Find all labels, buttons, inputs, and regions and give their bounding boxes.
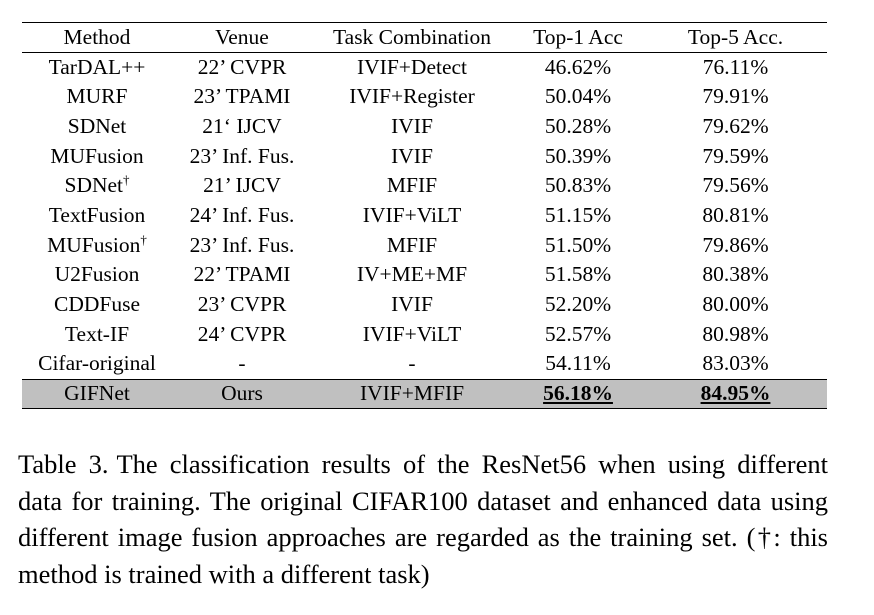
- cell-top5: 79.59%: [702, 143, 769, 168]
- cell-top1: 50.04%: [544, 84, 612, 109]
- cell-task: IVIF: [391, 113, 433, 138]
- method-name: MURF: [66, 84, 128, 109]
- cell-top1: 51.15%: [544, 203, 612, 228]
- cell-task: IVIF: [391, 143, 433, 168]
- method-name: SDNet: [64, 173, 124, 198]
- cell-task: MFIF: [386, 173, 438, 198]
- header-top1-acc: Top-1 Acc: [512, 22, 644, 53]
- cell-task: MFIF: [386, 232, 438, 257]
- method-name: U2Fusion: [54, 262, 140, 287]
- cell-top5: 79.91%: [702, 84, 769, 109]
- results-table: Method Venue Task Combination Top-1 Acc …: [22, 22, 827, 410]
- cell-top1: 52.20%: [544, 292, 612, 317]
- cell-top1: 50.39%: [544, 143, 612, 168]
- cell-top5: 80.00%: [702, 292, 769, 317]
- cell-task: -: [408, 351, 416, 376]
- cell-top5: 80.81%: [702, 203, 769, 228]
- header-task-combination: Task Combination: [312, 22, 512, 53]
- cell-method: MUFusion: [22, 142, 172, 172]
- table-row: Text-IF 24’ CVPR IVIF+ViLT 52.57% 80.98%: [22, 320, 827, 350]
- cell-top5: 76.11%: [702, 54, 769, 79]
- cell-method: Cifar-original: [22, 349, 172, 379]
- cell-task: IVIF+Register: [349, 84, 475, 109]
- cell-venue: 21‘ IJCV: [202, 113, 282, 138]
- cell-top1: 51.50%: [544, 232, 612, 257]
- cell-top5: 79.56%: [702, 173, 769, 198]
- cell-venue: 22’ CVPR: [197, 54, 287, 79]
- method-name: GIFNet: [64, 381, 130, 406]
- table-row: Cifar-original - - 54.11% 83.03%: [22, 349, 827, 379]
- cell-top1: 56.18%: [512, 379, 644, 410]
- method-name: Text-IF: [64, 321, 130, 346]
- cell-venue: 21’ IJCV: [203, 173, 281, 198]
- best-value: 84.95%: [700, 381, 771, 406]
- cell-top5: 80.98%: [702, 321, 769, 346]
- table-row: MUFusion† 23’ Inf. Fus. MFIF 51.50% 79.86%: [22, 231, 827, 261]
- cell-venue: 23’ TPAMI: [193, 84, 291, 109]
- table-row: GIFNet Ours IVIF+MFIF 56.18% 84.95%: [22, 379, 827, 410]
- cell-top1: 50.83%: [544, 173, 612, 198]
- header-method: Method: [22, 22, 172, 53]
- cell-top5: 80.38%: [702, 262, 769, 287]
- cell-top5: 79.86%: [702, 232, 769, 257]
- cell-task: IVIF+MFIF: [312, 379, 512, 410]
- cell-task: IVIF+ViLT: [362, 203, 462, 228]
- cell-venue: 24’ Inf. Fus.: [189, 203, 295, 228]
- method-name: MUFusion: [47, 232, 141, 257]
- cell-top1: 54.11%: [545, 351, 611, 376]
- cell-top1: 50.28%: [544, 113, 612, 138]
- cell-venue: 22’ TPAMI: [193, 262, 291, 287]
- method-name: TarDAL++: [48, 54, 146, 79]
- cell-top5: 83.03%: [702, 351, 769, 376]
- method-name: SDNet: [67, 113, 127, 138]
- caption-label: Table 3.: [18, 449, 109, 479]
- cell-method: CDDFuse: [22, 290, 172, 320]
- cell-method: U2Fusion: [22, 260, 172, 290]
- cell-venue: -: [238, 351, 246, 376]
- method-name: TextFusion: [48, 203, 146, 228]
- dagger-mark: †: [140, 231, 147, 247]
- table-row: MURF 23’ TPAMI IVIF+Register 50.04% 79.91%: [22, 82, 827, 112]
- table-row: CDDFuse 23’ CVPR IVIF 52.20% 80.00%: [22, 290, 827, 320]
- table-row: U2Fusion 22’ TPAMI IV+ME+MF 51.58% 80.38%: [22, 260, 827, 290]
- cell-task: IVIF+Detect: [356, 54, 468, 79]
- table-row: TarDAL++ 22’ CVPR IVIF+Detect 46.62% 76.11%: [22, 53, 827, 83]
- cell-method: TarDAL++: [22, 53, 172, 83]
- header-top5-acc: Top-5 Acc.: [644, 22, 827, 53]
- table-body: TarDAL++ 22’ CVPR IVIF+Detect 46.62% 76.11% M…: [22, 53, 827, 410]
- cell-method: SDNet: [22, 112, 172, 142]
- table-row: MUFusion 23’ Inf. Fus. IVIF 50.39% 79.59%: [22, 142, 827, 172]
- method-name: Cifar-original: [38, 351, 156, 376]
- cell-venue: 23’ Inf. Fus.: [189, 143, 295, 168]
- cell-venue: 23’ CVPR: [197, 292, 287, 317]
- cell-method: MUFusion†: [22, 231, 172, 261]
- cell-top5: 79.62%: [702, 113, 769, 138]
- header-venue: Venue: [172, 22, 312, 53]
- cell-method: GIFNet: [22, 379, 172, 410]
- cell-method: SDNet†: [22, 171, 172, 201]
- cell-venue: 23’ Inf. Fus.: [189, 232, 295, 257]
- cell-top1: 51.58%: [544, 262, 612, 287]
- cell-top1: 52.57%: [544, 321, 612, 346]
- table-row: SDNet 21‘ IJCV IVIF 50.28% 79.62%: [22, 112, 827, 142]
- table-row: TextFusion 24’ Inf. Fus. IVIF+ViLT 51.15% 80…: [22, 201, 827, 231]
- method-name: MUFusion: [50, 143, 144, 168]
- cell-venue: Ours: [172, 379, 312, 410]
- cell-task: IV+ME+MF: [356, 262, 468, 287]
- cell-top5: 84.95%: [644, 379, 827, 410]
- cell-method: MURF: [22, 82, 172, 112]
- cell-method: Text-IF: [22, 320, 172, 350]
- caption-text: The classification results of the ResNet…: [18, 449, 828, 589]
- cell-task: IVIF+ViLT: [362, 321, 462, 346]
- table-header-row: Method Venue Task Combination Top-1 Acc …: [22, 22, 827, 53]
- cell-task: IVIF: [391, 292, 433, 317]
- best-value: 56.18%: [543, 381, 613, 406]
- table-row: SDNet† 21’ IJCV MFIF 50.83% 79.56%: [22, 171, 827, 201]
- cell-venue: 24’ CVPR: [197, 321, 287, 346]
- cell-top1: 46.62%: [544, 54, 612, 79]
- method-name: CDDFuse: [53, 292, 140, 317]
- dagger-mark: †: [123, 172, 130, 188]
- cell-method: TextFusion: [22, 201, 172, 231]
- table-caption: Table 3. The classification results of th…: [18, 446, 828, 592]
